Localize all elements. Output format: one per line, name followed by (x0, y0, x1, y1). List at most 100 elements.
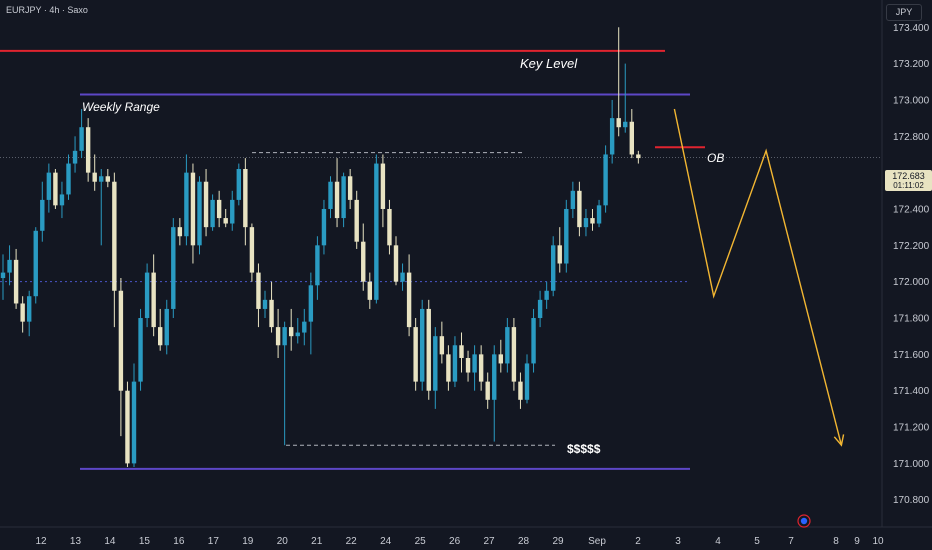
y-tick-label: 172.200 (893, 241, 930, 252)
currency-button[interactable]: JPY (886, 4, 922, 21)
candle-body (596, 205, 602, 224)
candle-body (321, 208, 327, 246)
x-tick-label: 15 (139, 536, 151, 547)
candle-body (433, 336, 438, 391)
candle (138, 308, 143, 391)
candle (66, 154, 71, 200)
projection-path (673, 108, 843, 446)
candle-body (131, 381, 137, 464)
candle-body (367, 281, 372, 300)
candle (164, 299, 169, 355)
candle-body (171, 227, 176, 309)
candle (334, 158, 340, 228)
candle (302, 308, 307, 346)
x-tick-label: 28 (518, 536, 530, 547)
candle (387, 199, 392, 255)
candle (33, 227, 38, 304)
candle (197, 176, 202, 255)
candle (393, 236, 399, 286)
candle (262, 290, 268, 319)
candle (289, 308, 294, 351)
candle (518, 372, 523, 409)
candle (537, 290, 543, 328)
candle-body (465, 357, 471, 373)
x-tick-label: 25 (415, 536, 427, 547)
event-marker-icon[interactable] (797, 514, 811, 528)
candle (452, 336, 458, 388)
candle (629, 109, 634, 159)
candle-body (302, 321, 307, 333)
candle-body (492, 354, 497, 400)
candle (446, 345, 451, 391)
candle (361, 223, 366, 291)
candle-body (92, 172, 97, 182)
x-tick-label: 10 (872, 536, 884, 547)
candle (570, 181, 576, 219)
candle-body (544, 290, 549, 300)
candle (105, 169, 110, 188)
candle-body (79, 127, 84, 151)
candle (531, 308, 536, 373)
candle (485, 372, 490, 409)
x-tick-label: 2 (635, 536, 641, 547)
bar-countdown: 01:11:02 (893, 181, 924, 190)
candle-body (99, 176, 104, 182)
candle-body (190, 172, 196, 246)
candle (92, 154, 97, 191)
x-tick-label: 14 (104, 536, 116, 547)
symbol-header[interactable]: EURJPY · 4h · Saxo (6, 5, 88, 15)
candle (79, 109, 84, 159)
candle-body (420, 308, 425, 382)
x-tick-label: 20 (277, 536, 289, 547)
candle-body (459, 345, 464, 358)
candle-body (308, 285, 314, 322)
candle (557, 227, 562, 273)
candle-body (413, 327, 418, 382)
candle-body (616, 118, 621, 128)
x-tick-label: 27 (484, 536, 496, 547)
candle-body (243, 169, 248, 228)
candle-body (0, 272, 6, 279)
candle (564, 199, 569, 273)
candle (295, 318, 300, 344)
candle (20, 296, 25, 333)
candle (400, 263, 405, 291)
candle (544, 281, 549, 309)
candle (249, 223, 255, 282)
candle (590, 208, 595, 231)
candle-body (334, 181, 340, 219)
candle-body (505, 327, 510, 364)
candle-body (426, 308, 431, 391)
candle-body (623, 121, 628, 128)
candle (623, 63, 628, 133)
candle-body (400, 272, 405, 282)
candle (439, 321, 445, 364)
candle (190, 163, 196, 264)
candle (59, 181, 65, 219)
x-tick-label: 7 (788, 536, 794, 547)
candle-body (256, 272, 261, 309)
y-tick-label: 173.400 (893, 23, 930, 34)
candle-body (249, 227, 255, 273)
candle (341, 172, 346, 228)
x-tick-label: 12 (35, 536, 47, 547)
y-tick-label: 173.000 (893, 95, 930, 106)
ob-label: OB (707, 151, 724, 165)
candle-body (27, 296, 32, 322)
x-tick-label: 21 (311, 536, 323, 547)
candle (636, 150, 641, 164)
candle (27, 290, 32, 337)
candle (13, 248, 19, 309)
candle (616, 27, 621, 137)
y-tick-label: 171.800 (893, 314, 930, 325)
candle-body (275, 327, 281, 346)
candle-body (570, 190, 576, 209)
candle-body (158, 327, 163, 346)
candle-body (603, 154, 608, 206)
candle (85, 118, 91, 182)
candle (524, 354, 530, 404)
candle-body (118, 290, 124, 391)
liquidity-label: $$$$$ (567, 442, 601, 456)
candle (406, 254, 412, 337)
